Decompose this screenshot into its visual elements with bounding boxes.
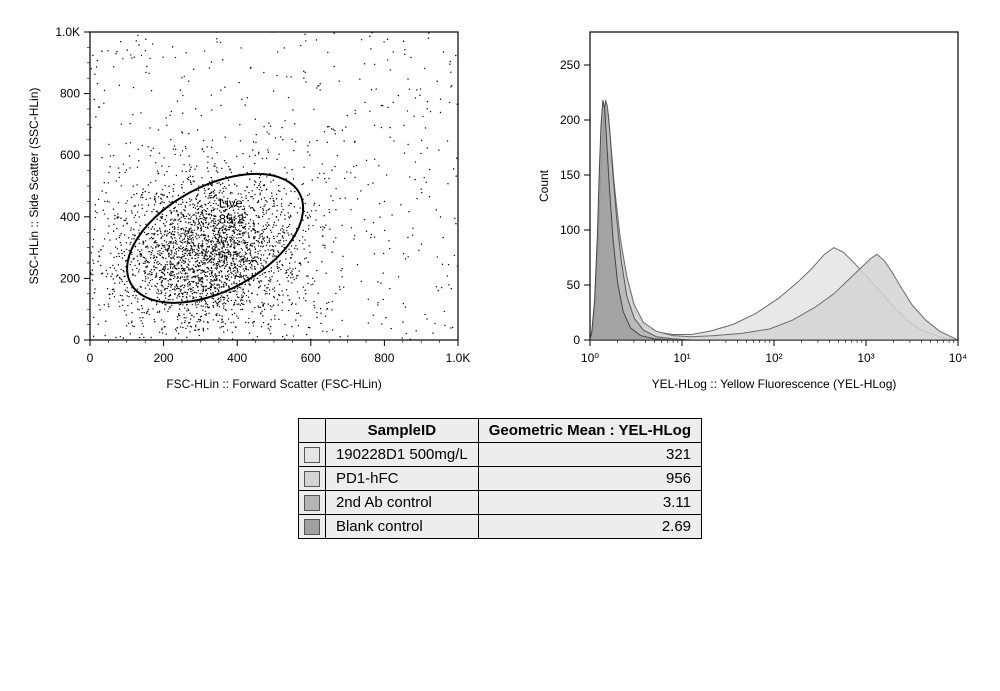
- swatch-cell: [298, 491, 325, 515]
- svg-text:400: 400: [227, 351, 247, 365]
- svg-text:Live: Live: [219, 196, 243, 211]
- sample-id-cell: 2nd Ab control: [325, 491, 478, 515]
- sample-table: SampleID Geometric Mean : YEL-HLog 19022…: [298, 418, 702, 539]
- svg-text:10⁴: 10⁴: [949, 351, 968, 365]
- sample-id-cell: Blank control: [325, 515, 478, 539]
- svg-text:1.0K: 1.0K: [55, 25, 80, 39]
- value-cell: 956: [478, 467, 701, 491]
- svg-text:YEL-HLog :: Yellow Fluorescenc: YEL-HLog :: Yellow Fluorescence (YEL-HLo…: [652, 377, 897, 391]
- svg-text:800: 800: [374, 351, 394, 365]
- histogram-panel: 0 50 100 150 200 250 10⁰ 10¹ 10² 10³ 10⁴ YEL-HLog :…: [530, 20, 970, 400]
- svg-text:600: 600: [301, 351, 321, 365]
- svg-text:10³: 10³: [857, 351, 874, 365]
- legend-swatch-icon: [304, 471, 320, 487]
- svg-text:800: 800: [60, 87, 80, 101]
- svg-text:200: 200: [560, 113, 580, 127]
- svg-text:85.2: 85.2: [219, 212, 244, 227]
- svg-text:100: 100: [560, 223, 580, 237]
- col-swatch: [298, 419, 325, 443]
- col-sample: SampleID: [325, 419, 478, 443]
- svg-text:0: 0: [87, 351, 94, 365]
- svg-text:Count: Count: [537, 169, 551, 202]
- svg-text:200: 200: [60, 271, 80, 285]
- svg-text:150: 150: [560, 168, 580, 182]
- svg-text:0: 0: [73, 333, 80, 347]
- svg-text:50: 50: [567, 278, 581, 292]
- table-row: Blank control2.69: [298, 515, 701, 539]
- table-row: 2nd Ab control3.11: [298, 491, 701, 515]
- svg-text:1.0K: 1.0K: [446, 351, 470, 365]
- swatch-cell: [298, 515, 325, 539]
- scatter-plot: 0 200 400 600 800 1.0K 0 200 400 600 800 1.0K FSC-HL…: [20, 20, 470, 400]
- legend-swatch-icon: [304, 495, 320, 511]
- sample-id-cell: 190228D1 500mg/L: [325, 443, 478, 467]
- svg-text:0: 0: [573, 333, 580, 347]
- scatter-plot-panel: 0 200 400 600 800 1.0K 0 200 400 600 800 1.0K FSC-HL…: [20, 20, 470, 400]
- value-cell: 321: [478, 443, 701, 467]
- svg-text:10⁰: 10⁰: [581, 351, 599, 365]
- table-row: PD1-hFC956: [298, 467, 701, 491]
- value-cell: 2.69: [478, 515, 701, 539]
- svg-text:10²: 10²: [765, 351, 782, 365]
- svg-text:10¹: 10¹: [673, 351, 690, 365]
- sample-id-cell: PD1-hFC: [325, 467, 478, 491]
- table-row: 190228D1 500mg/L321: [298, 443, 701, 467]
- svg-text:400: 400: [60, 210, 80, 224]
- svg-text:600: 600: [60, 148, 80, 162]
- swatch-cell: [298, 443, 325, 467]
- svg-text:SSC-HLin :: Side Scatter (SSC-: SSC-HLin :: Side Scatter (SSC-HLin): [27, 88, 41, 285]
- swatch-cell: [298, 467, 325, 491]
- value-cell: 3.11: [478, 491, 701, 515]
- svg-text:250: 250: [560, 58, 580, 72]
- svg-text:FSC-HLin :: Forward Scatter (F: FSC-HLin :: Forward Scatter (FSC-HLin): [166, 377, 381, 391]
- svg-text:200: 200: [154, 351, 174, 365]
- legend-swatch-icon: [304, 519, 320, 535]
- legend-swatch-icon: [304, 447, 320, 463]
- histogram-plot: 0 50 100 150 200 250 10⁰ 10¹ 10² 10³ 10⁴ YEL-HLog :…: [530, 20, 970, 400]
- col-value: Geometric Mean : YEL-HLog: [478, 419, 701, 443]
